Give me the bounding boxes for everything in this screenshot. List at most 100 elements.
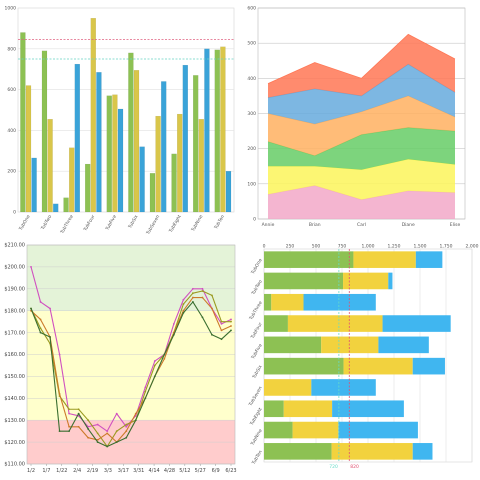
x-tick-label: TubFour — [82, 214, 97, 233]
price-point — [49, 336, 51, 338]
x-tick-label: TubTwo — [39, 214, 53, 232]
price-point — [115, 430, 118, 433]
bar — [20, 32, 26, 213]
x-tick-label: TubTen — [213, 214, 226, 231]
bar-segment — [283, 400, 333, 418]
y-tick-label: TubFive — [250, 343, 264, 362]
y-tick-label: $170.00 — [4, 330, 25, 336]
area-series-line — [267, 33, 456, 84]
bar — [41, 50, 48, 213]
price-point — [106, 430, 109, 433]
bar — [106, 95, 112, 213]
area-series — [268, 185, 455, 219]
background-band — [27, 245, 235, 311]
x-tick-label: TubSix — [127, 214, 140, 231]
x-tick-label: Brian — [309, 222, 321, 228]
bar-segment — [378, 336, 429, 354]
bar — [25, 85, 32, 213]
x-tick-label: 0 — [263, 244, 266, 250]
price-point — [144, 390, 147, 393]
y-tick-label: $210.00 — [4, 243, 25, 249]
y-tick-label: TubTwo — [250, 279, 264, 297]
price-point — [58, 393, 61, 395]
price-point — [106, 445, 109, 448]
bar-segment — [264, 357, 344, 375]
price-point — [58, 353, 61, 356]
price-point — [230, 329, 232, 332]
bar-segment — [287, 315, 383, 332]
price-point — [68, 412, 70, 415]
bar-segment — [264, 293, 272, 311]
x-tick-label: Carl — [357, 222, 366, 228]
y-tick-label: $150.00 — [4, 374, 25, 380]
area-series — [268, 95, 455, 156]
bar-segment — [271, 293, 304, 311]
stacked-area-chart: 0 100 200 300 400 500 600 Annie Brian Carl Diane El… — [247, 6, 466, 228]
bar-segment — [264, 421, 293, 439]
y-tick-label: 200 — [7, 169, 16, 175]
x-tick-label: 500 — [312, 244, 321, 250]
bar-segment — [353, 251, 416, 268]
bar-segment — [415, 251, 443, 268]
price-point — [125, 425, 128, 428]
bar — [177, 113, 183, 213]
price-point — [87, 419, 90, 422]
horizontal-stacked-bar-chart-panel: 0 250 500 750 1,000 1,250 1,500 1,750 2,000 TubOn… — [240, 240, 480, 480]
y-tick-label: $180.00 — [4, 308, 25, 314]
x-tick-label: 1,500 — [414, 244, 427, 250]
bar — [31, 157, 37, 213]
x-tick-label: 1/22 — [56, 468, 67, 474]
price-point — [87, 428, 90, 430]
price-line-chart: $110.00 $120.00 $130.00 $140.00 $150.00 $160.… — [4, 243, 236, 474]
price-point — [125, 423, 128, 426]
price-point — [182, 311, 185, 314]
bar — [69, 147, 75, 213]
price-point — [125, 430, 128, 433]
price-point — [220, 329, 223, 332]
x-tick-label: 2/4 — [73, 468, 81, 474]
x-tick-label: 4/28 — [164, 468, 175, 474]
price-point — [49, 307, 51, 310]
y-tick-label: TubSeven — [247, 385, 264, 408]
grouped-bar-chart: 0 200 400 600 800 1000 TubOne TubTwo TubThree Tub… — [5, 6, 235, 237]
price-point — [172, 333, 175, 336]
bar — [74, 63, 80, 213]
y-tick-label: TubEight — [248, 407, 263, 428]
reference-label: 820 — [350, 464, 359, 470]
price-point — [106, 432, 109, 435]
price-point — [192, 296, 194, 299]
bar-segment — [264, 400, 284, 418]
price-point — [182, 298, 185, 301]
price-line-chart-panel: $110.00 $120.00 $130.00 $140.00 $150.00 $160.… — [0, 240, 240, 480]
price-line — [30, 297, 232, 443]
x-tick-label: 5/12 — [179, 468, 190, 474]
x-tick-label: Annie — [262, 222, 275, 228]
bar-segment — [343, 272, 389, 290]
y-tick-label: 200 — [247, 146, 256, 152]
x-tick-label: TubFive — [104, 214, 118, 233]
y-tick-label: 400 — [247, 76, 256, 82]
price-point — [96, 432, 99, 435]
price-point — [220, 338, 223, 341]
y-tick-label: $140.00 — [4, 396, 25, 402]
y-tick-label: $120.00 — [4, 440, 25, 446]
bar — [112, 94, 118, 213]
area-series — [268, 159, 455, 200]
bar — [96, 72, 102, 213]
y-tick-label: 600 — [247, 6, 256, 12]
y-tick-label: $200.00 — [4, 265, 25, 271]
x-tick-label: 6/23 — [225, 468, 236, 474]
stacked-area-chart-panel: 0 100 200 300 400 500 600 Annie Brian Carl Diane El… — [240, 0, 480, 240]
x-tick-label: 250 — [286, 244, 295, 250]
x-tick-label: 5/27 — [195, 468, 206, 474]
bar — [171, 153, 177, 213]
area-series — [268, 34, 455, 98]
y-tick-label: 400 — [7, 128, 16, 134]
bar-segment — [292, 421, 339, 439]
bar-segment — [264, 272, 344, 290]
price-point — [153, 360, 156, 362]
y-tick-label: $190.00 — [4, 287, 25, 293]
price-point — [58, 430, 61, 433]
bar — [128, 52, 134, 213]
price-point — [96, 441, 99, 443]
